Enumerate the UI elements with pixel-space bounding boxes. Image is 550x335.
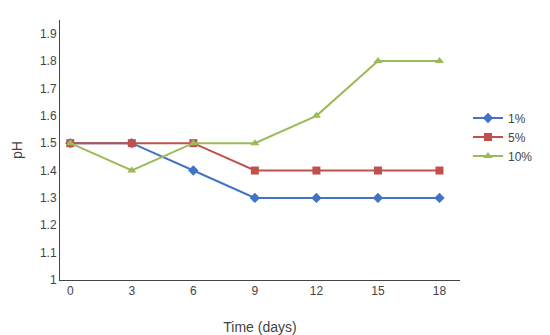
svg-text:18: 18: [433, 284, 447, 298]
svg-text:0: 0: [67, 284, 74, 298]
svg-text:1.7: 1.7: [40, 82, 57, 96]
svg-text:15: 15: [371, 284, 385, 298]
svg-text:1: 1: [50, 273, 57, 287]
svg-text:1.5: 1.5: [40, 136, 57, 150]
svg-text:1.8: 1.8: [40, 54, 57, 68]
svg-text:1.6: 1.6: [40, 109, 57, 123]
svg-text:1.2: 1.2: [40, 218, 57, 232]
svg-text:10%: 10%: [508, 150, 532, 164]
svg-text:6: 6: [190, 284, 197, 298]
svg-text:9: 9: [252, 284, 259, 298]
svg-text:1.4: 1.4: [40, 164, 57, 178]
svg-text:1.9: 1.9: [40, 27, 57, 41]
svg-text:3: 3: [128, 284, 135, 298]
svg-text:1.1: 1.1: [40, 246, 57, 260]
svg-text:1%: 1%: [508, 112, 526, 126]
svg-text:1.3: 1.3: [40, 191, 57, 205]
svg-text:5%: 5%: [508, 131, 526, 145]
svg-text:Time (days): Time (days): [223, 319, 296, 335]
svg-text:pH: pH: [9, 141, 25, 159]
svg-text:12: 12: [310, 284, 324, 298]
